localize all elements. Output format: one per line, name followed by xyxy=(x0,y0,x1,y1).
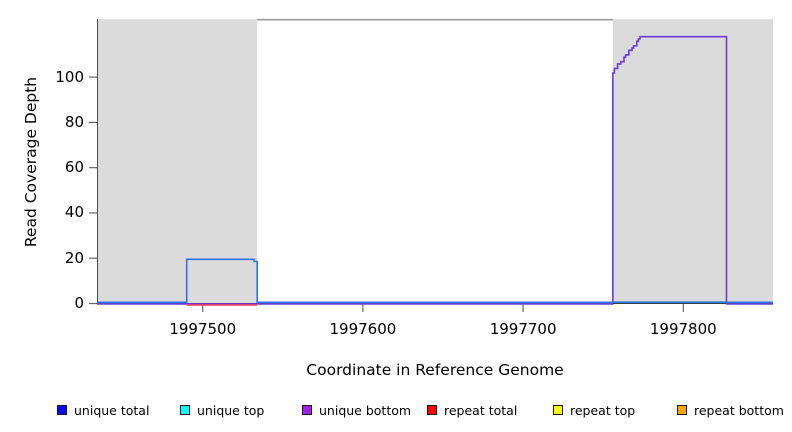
x-tick-label: 1997700 xyxy=(489,320,557,338)
x-tick-label: 1997600 xyxy=(329,320,397,338)
legend-label: repeat total xyxy=(444,402,518,418)
legend-item-repeat-total: repeat total xyxy=(427,402,517,418)
legend: unique total unique top unique bottom repea… xyxy=(0,402,792,422)
y-tick-label: 80 xyxy=(64,112,84,131)
legend-item-repeat-bottom: repeat bottom xyxy=(677,402,784,418)
y-tick-label: 20 xyxy=(64,248,84,267)
legend-item-repeat-top: repeat top xyxy=(553,402,635,418)
right-masked-region xyxy=(612,19,773,303)
x-tick-label: 1997800 xyxy=(649,320,717,338)
y-tick-label: 60 xyxy=(64,158,84,177)
y-tick-label: 100 xyxy=(55,67,84,86)
legend-swatch-icon xyxy=(553,405,563,415)
legend-swatch-icon xyxy=(302,405,312,415)
legend-label: repeat top xyxy=(570,402,636,418)
left-masked-region xyxy=(97,19,258,303)
legend-label: repeat bottom xyxy=(694,402,784,418)
x-axis-title: Coordinate in Reference Genome xyxy=(306,361,564,379)
legend-label: unique bottom xyxy=(319,402,412,418)
y-tick-label: 0 xyxy=(74,294,84,312)
legend-item-unique-total: unique total xyxy=(57,402,149,418)
legend-swatch-icon xyxy=(677,405,687,415)
x-tick-label: 1997500 xyxy=(169,320,237,338)
series-unique-total xyxy=(97,258,773,304)
series-unique-bottom xyxy=(97,35,773,305)
legend-swatch-icon xyxy=(427,405,437,415)
legend-label: unique top xyxy=(197,402,265,418)
legend-item-unique-bottom: unique bottom xyxy=(302,402,411,418)
legend-item-unique-top: unique top xyxy=(180,402,264,418)
legend-label: unique total xyxy=(74,402,150,418)
legend-swatch-icon xyxy=(180,405,190,415)
legend-swatch-icon xyxy=(57,405,67,415)
y-axis-title: Read Coverage Depth xyxy=(22,76,40,248)
y-tick-label: 40 xyxy=(64,203,84,222)
